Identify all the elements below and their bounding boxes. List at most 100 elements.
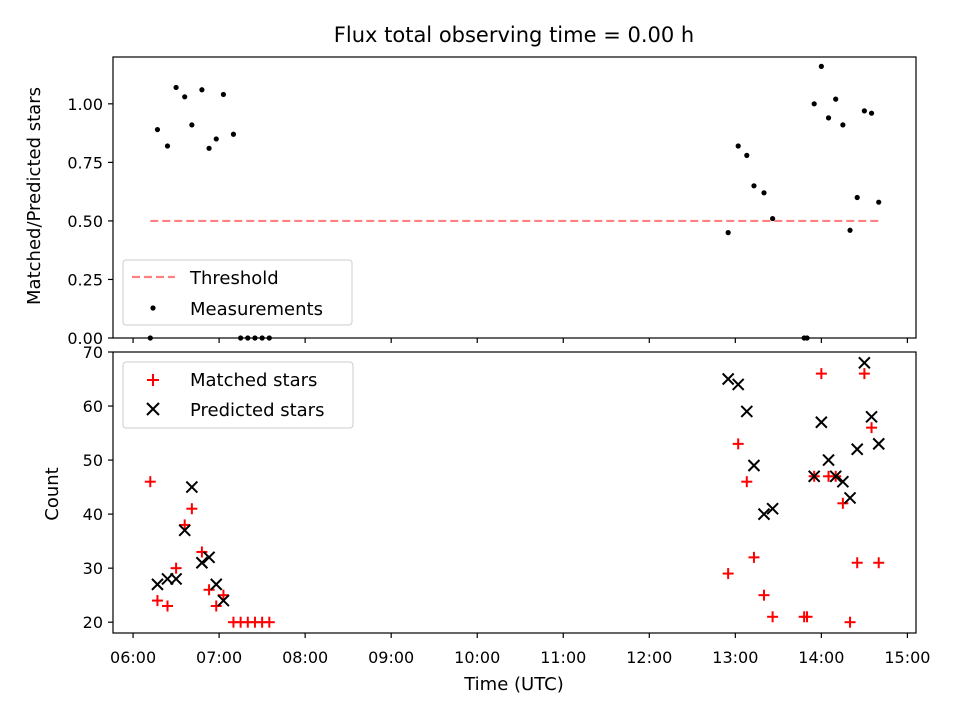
bottom-y-tick-label: 30 [83,559,103,578]
legend-predicted-label: Predicted stars [190,400,324,421]
predicted-star-point [731,378,745,391]
bottom-y-tick-label: 40 [83,505,103,524]
measurement-point [876,199,882,205]
bottom-x-ticks: 06:00 07:00 08:00 09:00 10:00 11:00 12:00 13:00… [110,633,930,667]
measurement-point [199,87,205,93]
top-legend-box [122,259,353,326]
bottom-y-tick-label: 70 [83,343,103,362]
matched-star-point [767,611,779,623]
top-x-ticks [132,338,908,343]
measurement-point [213,136,219,142]
matched-star-point [866,422,878,434]
measurement-point [811,101,817,107]
measurement-point [761,190,767,196]
measurement-point [164,143,171,149]
predicted-star-point [210,578,223,591]
bottom-y-tick-label: 20 [83,613,103,632]
top-y-tick-label: 1.00 [67,95,103,114]
measurement-point [725,230,731,236]
predicted-star-point [815,416,828,429]
predicted-star-point [843,491,857,505]
bottom-plot-frame [112,351,917,634]
matched-star-point [748,551,760,563]
predicted-star-point [747,459,761,472]
predicted-star-point [151,578,164,591]
predicted-star-point [178,524,191,537]
top-y-ticks: 0.00 0.25 0.50 0.75 1.00 [67,95,113,348]
matched-star-point [151,595,163,607]
matched-star-point [758,589,770,601]
matched-star-point [732,438,744,450]
top-y-tick-label: 0.25 [67,270,103,289]
predicted-star-point [202,551,216,564]
predicted-star-point [851,443,864,456]
predicted-star-point [169,572,183,586]
matched-star-point [851,557,863,569]
measurement-point [154,126,161,133]
predicted-star-point [865,410,878,424]
matched-star-point [741,476,753,488]
matched-star-point [722,568,734,580]
measurement-point [735,143,741,149]
matched-star-point [801,611,813,623]
x-tick-label: 12:00 [626,648,672,667]
measurement-point [206,145,212,151]
measurement-point [173,84,179,91]
top-y-tick-label: 0.75 [67,153,103,172]
bottom-y-ticks: 20 30 40 50 60 70 [83,343,113,632]
predicted-star-point [872,437,885,451]
matched-star-point [170,562,182,574]
matched-star-point [144,476,156,488]
measurement-point [854,194,860,201]
bottom-legend-box [122,361,354,429]
chart-title: Flux total observing time = 0.00 h [334,23,694,47]
matched-star-point [858,368,870,380]
matched-star-point [196,546,208,558]
x-tick-label: 08:00 [282,648,328,667]
measurement-point [182,94,188,100]
x-tick-label: 13:00 [712,648,758,667]
predicted-star-point [807,470,821,483]
x-tick-label: 07:00 [196,648,242,667]
matched-star-point [217,589,229,601]
x-tick-label: 11:00 [540,648,586,667]
measurement-point [868,110,875,116]
measurement-point [770,215,776,222]
legend-predicted-swatch [146,402,160,416]
top-plot-frame [112,56,917,339]
predicted-star-point [217,594,230,607]
predicted-star-point [195,556,209,569]
predicted-star-point [185,480,199,494]
top-y-tick-label: 0.50 [67,212,103,231]
measurement-point [751,183,757,189]
measurement-point [744,152,750,158]
matched-star-point [815,368,827,380]
predicted-star-point [721,372,735,386]
legend-matched-swatch [147,374,159,386]
matched-star-point [186,503,198,515]
x-axis-label: Time (UTC) [463,674,564,695]
matched-star-point [873,557,885,569]
measurement-point [230,131,237,137]
x-tick-label: 15:00 [884,648,930,667]
bottom-y-tick-label: 60 [83,397,103,416]
predicted-star-point [836,475,850,488]
matched-star-point [161,600,173,612]
predicted-star-point [766,502,779,515]
measurement-point [825,115,832,121]
predicted-star-point [822,453,835,467]
top-legend: Threshold Measurements [122,259,353,326]
matched-star-point [837,497,849,509]
measurement-point [861,108,867,114]
measurement-point [847,227,853,233]
matched-star-point [210,600,222,612]
measurement-point [840,122,846,128]
measurement-point [818,63,824,69]
matched-star-point [844,616,856,628]
matched-star-point [179,519,191,531]
bottom-subplot: Count Time (UTC) 20 30 40 50 60 70 06:00 07:00… [42,343,930,695]
x-tick-label: 06:00 [110,648,156,667]
predicted-star-point [829,470,842,483]
x-tick-label: 14:00 [798,648,844,667]
x-tick-label: 10:00 [454,648,500,667]
